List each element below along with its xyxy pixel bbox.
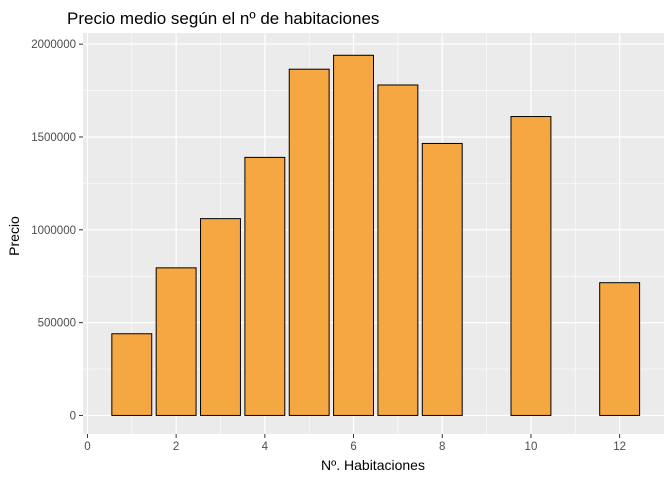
bar-3 [200, 218, 241, 416]
bar-8 [421, 142, 463, 416]
bar-10 [510, 116, 552, 416]
y-tick-label: 2000000 [31, 39, 76, 51]
x-tick-label: 0 [84, 441, 90, 453]
x-axis-title: Nº. Habitaciones [321, 457, 425, 473]
y-tick-label: 1000000 [31, 225, 76, 237]
x-tick-label: 2 [173, 441, 179, 453]
bar-5 [288, 68, 330, 416]
bar-12 [599, 282, 641, 416]
bar-7 [377, 84, 419, 416]
chart-title: Precio medio según el nº de habitaciones [67, 9, 379, 28]
y-axis-title: Precio [6, 216, 22, 256]
y-tick-label: 1500000 [31, 132, 76, 144]
y-tick-label: 500000 [38, 318, 76, 330]
x-tick-label: 12 [613, 441, 626, 453]
bar-6 [333, 54, 375, 416]
x-tick-label: 4 [262, 441, 269, 453]
x-axis: 0 2 4 6 8 10 12 [84, 434, 626, 453]
bar-4 [244, 156, 286, 416]
x-tick-label: 6 [350, 441, 356, 453]
y-axis: 0 500000 1000000 1500000 2000000 [31, 39, 83, 422]
bar-2 [155, 267, 197, 416]
bars [111, 54, 641, 416]
y-tick-label: 0 [70, 410, 76, 422]
bar-1 [111, 333, 153, 416]
x-tick-label: 10 [525, 441, 538, 453]
x-tick-label: 8 [439, 441, 445, 453]
